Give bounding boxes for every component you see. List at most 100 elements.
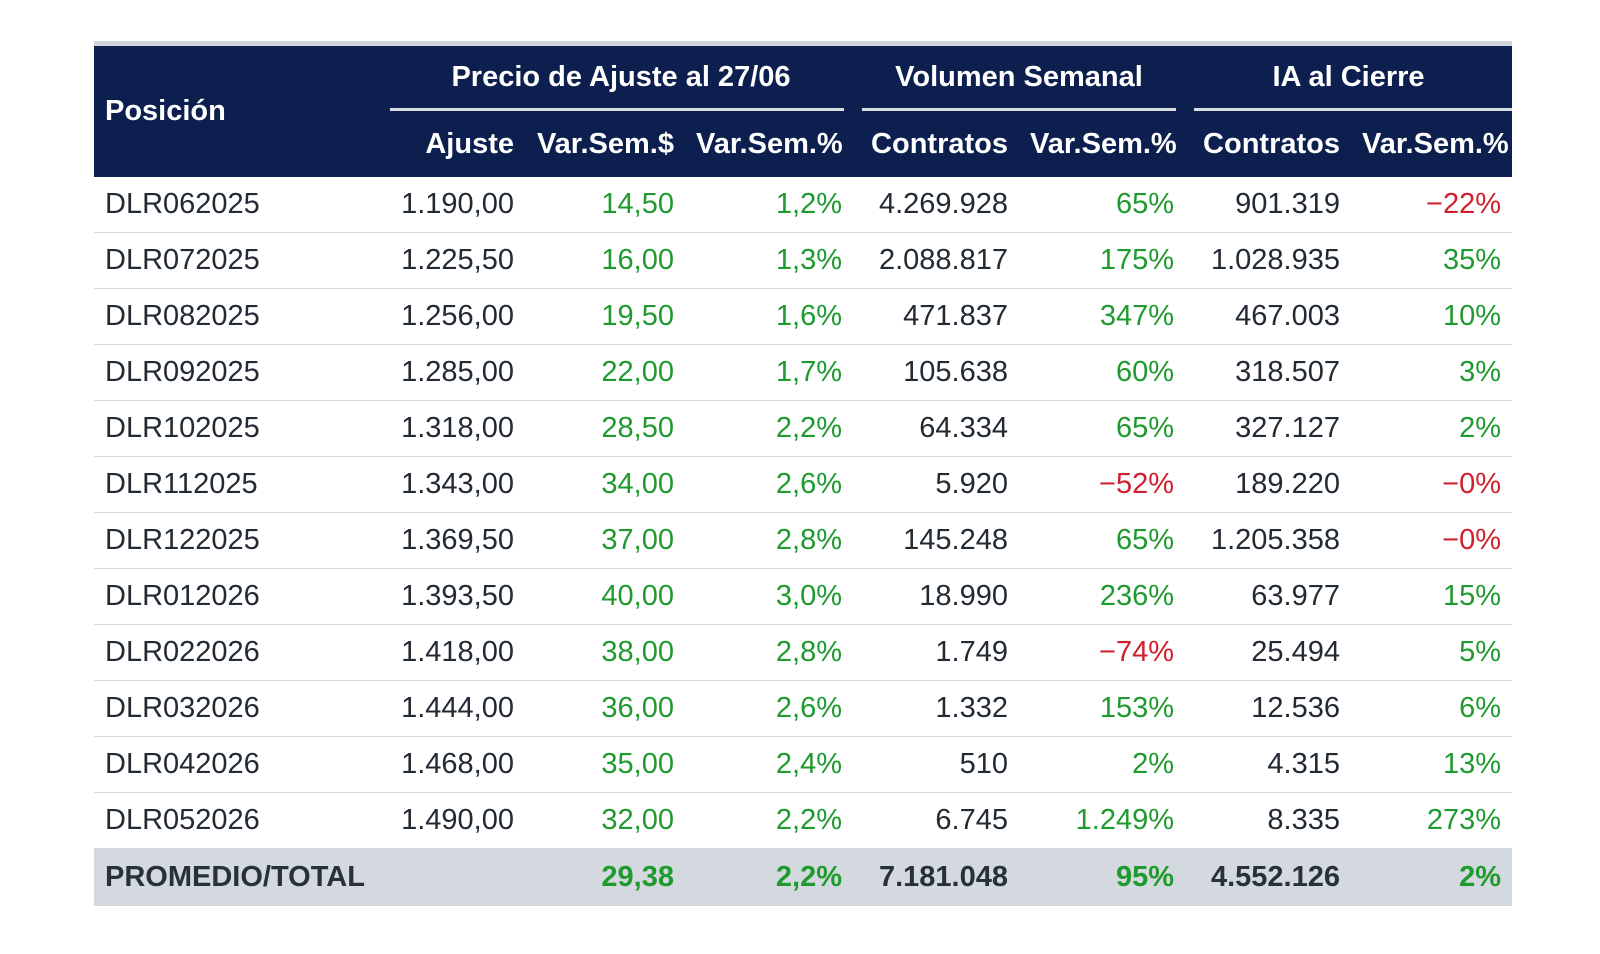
row-var-pct: 2,2%	[685, 400, 853, 457]
row-vol: 1.332	[853, 680, 1019, 737]
row-var-abs: 37,00	[525, 512, 685, 569]
row-position: DLR032026	[94, 680, 389, 737]
header-position: Posición	[94, 46, 389, 177]
row-vol-var: 65%	[1019, 177, 1185, 233]
footer-vol-var: 95%	[1019, 848, 1185, 906]
row-oi-var: 2%	[1351, 400, 1512, 457]
row-position: DLR022026	[94, 624, 389, 681]
table-row: DLR012026 1.393,50 40,00 3,0% 18.990 236% 63.9…	[94, 568, 1512, 625]
row-vol: 510	[853, 736, 1019, 793]
table-footer: PROMEDIO/TOTAL 29,38 2,2% 7.181.048 95% …	[94, 848, 1512, 906]
row-oi-var: 273%	[1351, 792, 1512, 849]
row-var-pct: 2,8%	[685, 512, 853, 569]
table-row: DLR022026 1.418,00 38,00 2,8% 1.749 −74% 25.49…	[94, 624, 1512, 681]
row-vol-var: 65%	[1019, 400, 1185, 457]
header-group-price-label: Precio de Ajuste al 27/06	[451, 61, 791, 93]
row-vol-var: 60%	[1019, 344, 1185, 401]
row-vol-var: −74%	[1019, 624, 1185, 681]
row-var-pct: 3,0%	[685, 568, 853, 625]
row-oi: 63.977	[1185, 568, 1351, 625]
futures-table-container: Posición Precio de Ajuste al 27/06 Volum…	[94, 41, 1512, 906]
row-position: DLR122025	[94, 512, 389, 569]
row-adjust: 1.318,00	[389, 400, 525, 457]
row-position: DLR112025	[94, 456, 389, 513]
header-col-vol-contracts: Contratos	[853, 112, 1019, 177]
row-oi-var: −22%	[1351, 177, 1512, 233]
table-row: DLR052026 1.490,00 32,00 2,2% 6.745 1.249% 8.3…	[94, 792, 1512, 849]
table-row: DLR092025 1.285,00 22,00 1,7% 105.638 60% 318.…	[94, 344, 1512, 401]
row-oi-var: 3%	[1351, 344, 1512, 401]
footer-var-pct: 2,2%	[685, 848, 853, 906]
header-group-oi-label: IA al Cierre	[1272, 61, 1425, 93]
row-position: DLR062025	[94, 177, 389, 233]
row-oi: 1.028.935	[1185, 232, 1351, 289]
row-var-pct: 2,2%	[685, 792, 853, 849]
row-vol: 64.334	[853, 400, 1019, 457]
row-oi: 327.127	[1185, 400, 1351, 457]
row-position: DLR072025	[94, 232, 389, 289]
row-oi: 467.003	[1185, 288, 1351, 345]
row-var-abs: 16,00	[525, 232, 685, 289]
footer-var-abs: 29,38	[525, 848, 685, 906]
row-vol: 2.088.817	[853, 232, 1019, 289]
row-var-pct: 1,3%	[685, 232, 853, 289]
header-col-vol-var: Var.Sem.%	[1019, 112, 1185, 177]
row-adjust: 1.343,00	[389, 456, 525, 513]
row-position: DLR082025	[94, 288, 389, 345]
header-col-var-pct: Var.Sem.%	[685, 112, 853, 177]
row-position: DLR042026	[94, 736, 389, 793]
table-row: DLR102025 1.318,00 28,50 2,2% 64.334 65% 327.1…	[94, 400, 1512, 457]
table-row: DLR042026 1.468,00 35,00 2,4% 510 2% 4.315 13%	[94, 736, 1512, 793]
row-oi: 25.494	[1185, 624, 1351, 681]
row-var-abs: 38,00	[525, 624, 685, 681]
footer-vol: 7.181.048	[853, 848, 1019, 906]
header-group-price-underline	[390, 108, 844, 111]
row-vol: 105.638	[853, 344, 1019, 401]
row-vol-var: −52%	[1019, 456, 1185, 513]
table-header: Posición Precio de Ajuste al 27/06 Volum…	[94, 46, 1512, 177]
row-oi-var: 10%	[1351, 288, 1512, 345]
row-var-pct: 2,8%	[685, 624, 853, 681]
row-var-abs: 40,00	[525, 568, 685, 625]
table-row: DLR032026 1.444,00 36,00 2,6% 1.332 153% 12.53…	[94, 680, 1512, 737]
row-vol: 5.920	[853, 456, 1019, 513]
row-vol: 145.248	[853, 512, 1019, 569]
row-vol: 471.837	[853, 288, 1019, 345]
row-oi-var: 5%	[1351, 624, 1512, 681]
row-oi-var: −0%	[1351, 512, 1512, 569]
header-col-oi-contracts: Contratos	[1185, 112, 1351, 177]
row-var-abs: 22,00	[525, 344, 685, 401]
row-vol-var: 236%	[1019, 568, 1185, 625]
header-group-volume: Volumen Semanal	[853, 46, 1185, 112]
futures-table: Posición Precio de Ajuste al 27/06 Volum…	[94, 46, 1512, 906]
row-var-abs: 36,00	[525, 680, 685, 737]
row-adjust: 1.225,50	[389, 232, 525, 289]
row-adjust: 1.190,00	[389, 177, 525, 233]
row-var-pct: 1,2%	[685, 177, 853, 233]
header-group-volume-label: Volumen Semanal	[895, 61, 1143, 93]
row-var-pct: 2,6%	[685, 680, 853, 737]
row-oi: 901.319	[1185, 177, 1351, 233]
row-adjust: 1.369,50	[389, 512, 525, 569]
header-group-oi: IA al Cierre	[1185, 46, 1512, 112]
row-adjust: 1.444,00	[389, 680, 525, 737]
table-body: DLR062025 1.190,00 14,50 1,2% 4.269.928 65% 90…	[94, 177, 1512, 849]
row-oi-var: −0%	[1351, 456, 1512, 513]
row-vol-var: 347%	[1019, 288, 1185, 345]
row-oi: 12.536	[1185, 680, 1351, 737]
top-border	[94, 41, 1512, 46]
footer-label: PROMEDIO/TOTAL	[94, 848, 525, 906]
footer-row: PROMEDIO/TOTAL 29,38 2,2% 7.181.048 95% …	[94, 848, 1512, 906]
row-adjust: 1.490,00	[389, 792, 525, 849]
row-adjust: 1.256,00	[389, 288, 525, 345]
row-position: DLR012026	[94, 568, 389, 625]
table-row: DLR112025 1.343,00 34,00 2,6% 5.920 −52% 189.2…	[94, 456, 1512, 513]
table-row: DLR062025 1.190,00 14,50 1,2% 4.269.928 65% 90…	[94, 177, 1512, 233]
row-oi: 189.220	[1185, 456, 1351, 513]
row-vol: 6.745	[853, 792, 1019, 849]
row-var-abs: 34,00	[525, 456, 685, 513]
row-var-abs: 32,00	[525, 792, 685, 849]
row-oi: 318.507	[1185, 344, 1351, 401]
row-oi: 8.335	[1185, 792, 1351, 849]
row-var-abs: 19,50	[525, 288, 685, 345]
